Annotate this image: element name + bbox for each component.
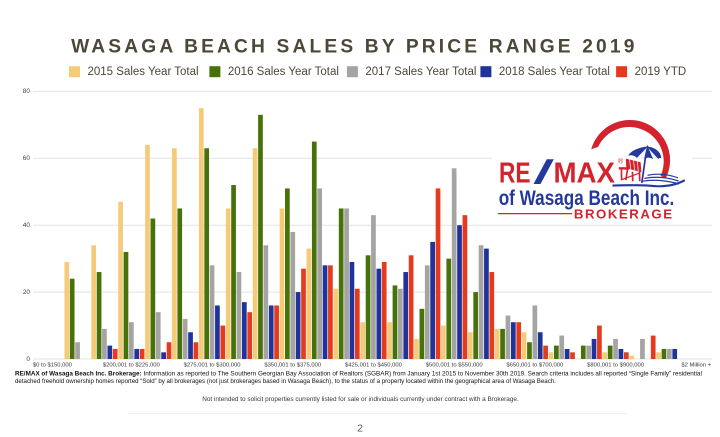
svg-text:RE/MAX of Wasaga Beach Inc. Br: RE/MAX of Wasaga Beach Inc. Brokerage: I… [15,371,702,378]
svg-text:60: 60 [23,155,31,162]
svg-text:BROKERAGE: BROKERAGE [574,206,674,221]
svg-text:of Wasaga Beach Inc.: of Wasaga Beach Inc. [499,187,675,210]
svg-text:WASAGA BEACH SALES BY PRICE RA: WASAGA BEACH SALES BY PRICE RANGE 2019 [71,37,637,58]
svg-text:$500,001 to $550,000: $500,001 to $550,000 [426,363,484,369]
svg-text:Not intended to solicit proper: Not intended to solicit properties curre… [202,396,519,403]
svg-text:$425,001 to $450,000: $425,001 to $450,000 [345,363,403,369]
svg-text:$800,001 to $900,000: $800,001 to $900,000 [587,363,645,369]
svg-text:2019 YTD: 2019 YTD [635,66,687,78]
svg-text:40: 40 [23,222,31,229]
svg-text:0: 0 [26,356,30,363]
svg-text:MAX: MAX [554,158,616,190]
svg-text:2: 2 [357,423,363,435]
svg-text:80: 80 [23,88,31,95]
svg-text:$2 Million +: $2 Million + [681,363,711,369]
svg-text:2015 Sales Year Total: 2015 Sales Year Total [88,66,199,78]
svg-text:$275,001 to $300,000: $275,001 to $300,000 [184,363,242,369]
svg-text:20: 20 [23,289,31,296]
svg-text:2018 Sales Year Total: 2018 Sales Year Total [499,66,610,78]
svg-text:2017 Sales Year Total: 2017 Sales Year Total [365,66,476,78]
svg-text:RE: RE [499,158,531,190]
svg-text:$200,001 to $225,000: $200,001 to $225,000 [103,363,161,369]
svg-text:$0 to $150,000: $0 to $150,000 [33,363,73,369]
svg-text:$350,001 to $375,000: $350,001 to $375,000 [264,363,322,369]
svg-text:$650,001 to $700,000: $650,001 to $700,000 [506,363,564,369]
svg-text:®: ® [618,158,624,166]
svg-text:2016 Sales Year Total: 2016 Sales Year Total [228,66,339,78]
svg-text:detached freehold ownership ho: detached freehold ownership homes report… [15,378,556,385]
